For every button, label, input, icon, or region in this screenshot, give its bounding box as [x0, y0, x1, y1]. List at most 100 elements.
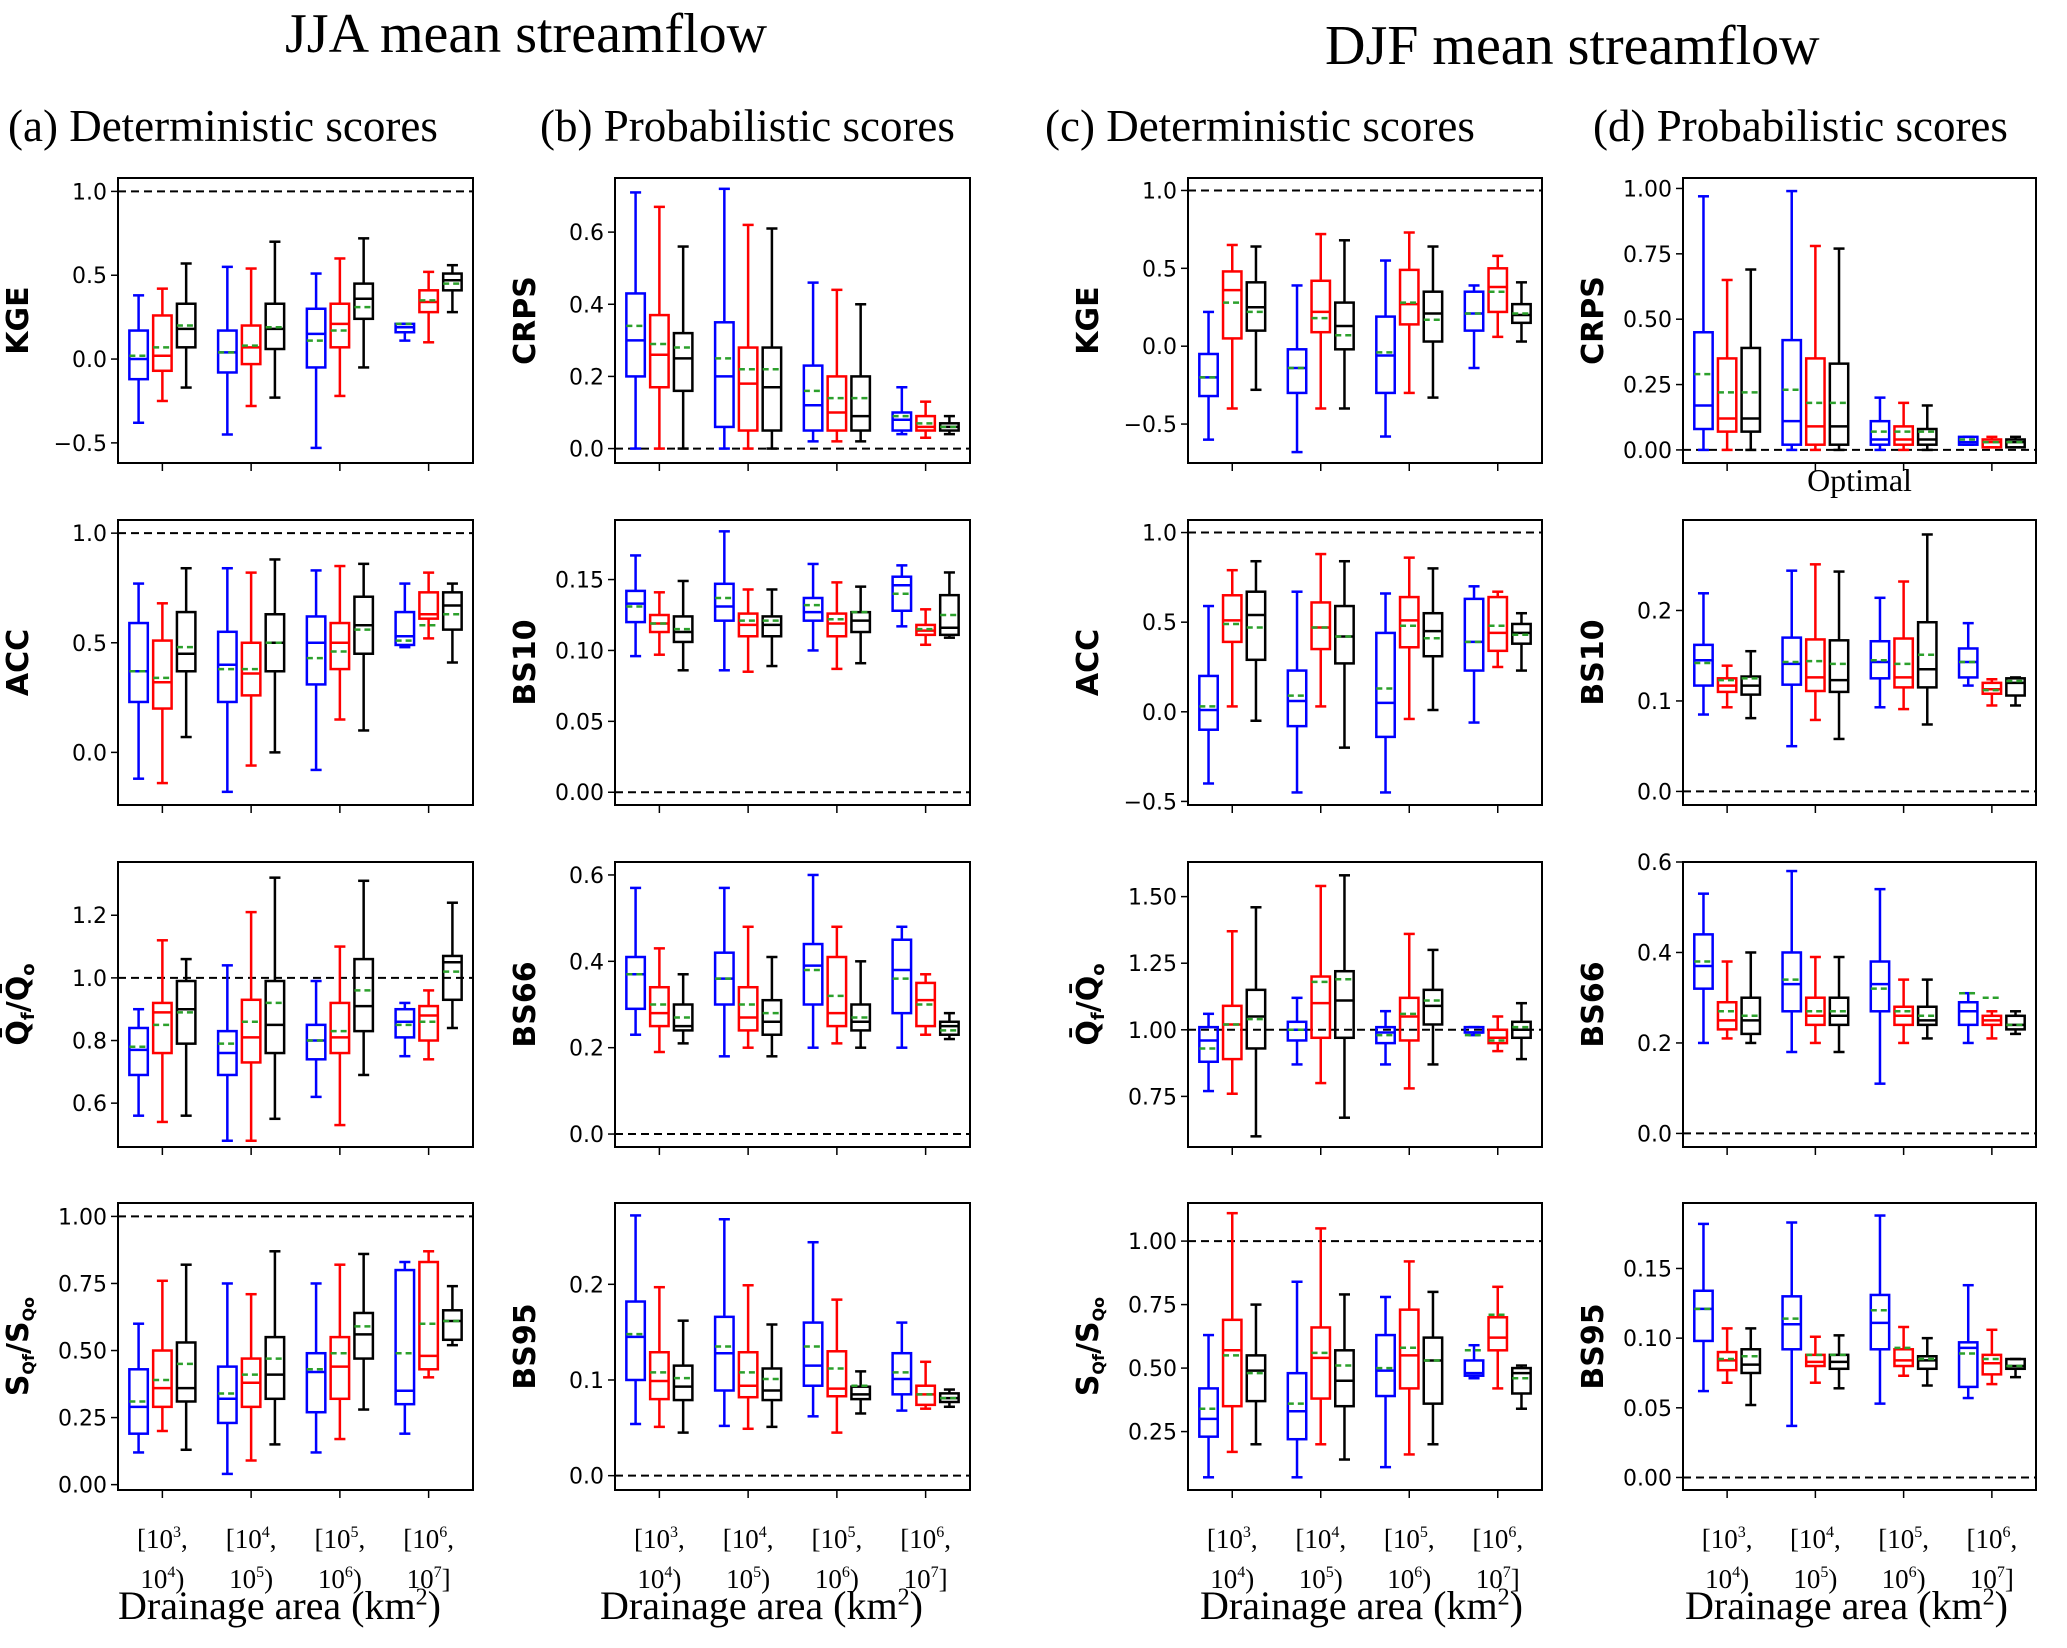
b-bs95-xtick-label: 106) [815, 1564, 859, 1594]
c-sratio-ytick-label: 1.00 [1128, 1230, 1177, 1255]
d-crps-box-blue-2 [1781, 338, 1803, 446]
b-bs95-frame [614, 1202, 971, 1491]
b-bs66-box-blue-1 [625, 955, 647, 1011]
c-acc-box-red-2 [1310, 601, 1332, 651]
c-sratio-box-blue-4 [1463, 1359, 1485, 1377]
d-crps-frame [1682, 177, 2037, 464]
c-qratio-box-red-3 [1398, 996, 1420, 1042]
a-qratio-box-blue-1 [128, 1026, 150, 1077]
c-kge-box-black-3 [1422, 290, 1444, 343]
d-crps-ytick-label: 0.50 [1623, 308, 1672, 333]
b-bs66-box-blue-3 [802, 942, 824, 1006]
xlabel-col-d: Drainage area (km2) [1685, 1583, 2008, 1628]
d-bs66-ytick-label: 0.0 [1637, 1122, 1672, 1147]
b-bs95-xtick-label: 104) [637, 1564, 681, 1594]
c-kge-ytick-label: 1.0 [1142, 179, 1177, 204]
c-sratio-xtick-label: [104, [1295, 1524, 1346, 1554]
d-bs95-ylabel: BS95 [1576, 1303, 1611, 1389]
c-sratio-xtick-label: [105, [1384, 1524, 1435, 1554]
a-sratio-box-blue-3 [305, 1351, 327, 1414]
c-acc-box-black-2 [1334, 604, 1355, 665]
d-crps-ytick-label: 0.25 [1623, 374, 1672, 399]
a-acc-ylabel: ACC [1, 629, 36, 696]
b-bs66-ytick-label: 0.4 [569, 950, 604, 975]
a-acc-ytick-label: 0.5 [72, 632, 107, 657]
b-bs66-ytick-label: 0.0 [569, 1123, 604, 1148]
c-sratio-xtick-label: 106) [1387, 1564, 1431, 1594]
d-bs95-xtick-label: [105, [1878, 1524, 1929, 1554]
c-acc-box-blue-2 [1286, 669, 1308, 728]
a-kge-box-red-1 [151, 314, 173, 373]
b-crps-box-black-1 [672, 331, 694, 393]
a-acc-box-blue-3 [305, 615, 327, 686]
b-bs66-box-red-1 [648, 985, 670, 1028]
a-sratio-xtick-label: [106, [403, 1524, 454, 1554]
b-bs10-ytick-label: 0.10 [555, 639, 604, 664]
d-crps-box-blue-1 [1693, 331, 1714, 431]
d-bs95-xtick-label: 106) [1882, 1564, 1926, 1594]
c-kge-box-red-4 [1487, 267, 1509, 314]
d-bs95-frame [1682, 1202, 2037, 1491]
d-bs95-box-black-1 [1740, 1348, 1762, 1375]
c-qratio-ylabel: Q̄f/Q̄o [1070, 963, 1109, 1045]
c-kge-ytick-label: 0.5 [1142, 257, 1177, 282]
c-sratio-xtick-label: [103, [1207, 1524, 1258, 1554]
a-acc-box-blue-2 [216, 630, 238, 704]
c-sratio-box-red-4 [1487, 1316, 1509, 1352]
a-acc-box-black-1 [175, 610, 197, 673]
d-crps-ylabel: CRPS [1576, 276, 1611, 365]
d-bs66-ytick-label: 0.2 [1637, 1032, 1672, 1057]
c-qratio-box-blue-2 [1286, 1020, 1308, 1042]
c-sratio-xtick-label: 105) [1299, 1564, 1343, 1594]
d-bs10-box-black-4 [2005, 677, 2026, 697]
c-acc-box-red-4 [1487, 595, 1509, 653]
b-bs66-ylabel: BS66 [508, 961, 543, 1047]
d-bs95-ytick-label: 0.00 [1623, 1466, 1672, 1491]
a-qratio-box-blue-3 [305, 1023, 327, 1061]
subtitle-c: (c) Deterministic scores [1045, 101, 1475, 151]
c-sratio-box-black-1 [1245, 1354, 1267, 1403]
c-qratio-ytick-label: 0.75 [1128, 1085, 1177, 1110]
c-qratio-box-red-2 [1310, 975, 1332, 1040]
d-bs66-ytick-label: 0.4 [1637, 941, 1672, 966]
title-djf: DJF mean streamflow [1325, 15, 1820, 77]
b-bs10-ytick-label: 0.00 [555, 781, 604, 806]
c-acc-frame [1187, 519, 1543, 806]
a-qratio-frame [117, 861, 474, 1148]
d-bs66-ytick-label: 0.6 [1637, 851, 1672, 876]
c-kge-box-red-3 [1398, 268, 1420, 326]
c-qratio-ytick-label: 1.00 [1128, 1019, 1177, 1044]
a-acc-ytick-label: 1.0 [72, 522, 107, 547]
a-qratio-ytick-label: 0.6 [72, 1092, 107, 1117]
d-crps-box-black-2 [1828, 362, 1850, 446]
c-sratio-box-black-2 [1334, 1349, 1355, 1408]
c-qratio-box-blue-1 [1198, 1025, 1219, 1064]
c-kge-frame [1187, 177, 1543, 464]
b-bs66-box-red-2 [737, 985, 759, 1032]
c-acc-ytick-label: 0.0 [1142, 701, 1177, 726]
d-crps-ytick-label: 0.75 [1623, 243, 1672, 268]
d-bs66-box-blue-2 [1781, 951, 1803, 1013]
c-kge-box-blue-1 [1198, 352, 1219, 398]
c-sratio-box-blue-2 [1286, 1371, 1308, 1441]
b-bs66-box-black-4 [938, 1020, 960, 1036]
a-acc-box-blue-1 [128, 621, 150, 704]
d-bs66-frame [1682, 861, 2037, 1148]
d-crps-box-red-3 [1893, 425, 1915, 446]
d-bs66-box-black-4 [2005, 1014, 2026, 1031]
c-acc-ytick-label: 0.5 [1142, 611, 1177, 636]
c-sratio-box-blue-1 [1198, 1387, 1219, 1438]
a-sratio-xtick-label: 104) [140, 1564, 184, 1594]
a-sratio-box-black-3 [353, 1311, 375, 1360]
c-qratio-box-red-1 [1221, 1004, 1243, 1061]
a-acc-box-red-1 [151, 639, 173, 710]
d-bs95-ytick-label: 0.15 [1623, 1257, 1672, 1282]
a-kge-ytick-label: 0.5 [72, 264, 107, 289]
b-bs66-ytick-label: 0.2 [569, 1037, 604, 1062]
a-sratio-box-black-1 [175, 1341, 197, 1403]
d-bs10-frame [1682, 519, 2037, 806]
c-qratio-ytick-label: 1.50 [1128, 886, 1177, 911]
b-bs95-ytick-label: 0.1 [569, 1369, 604, 1394]
d-crps-box-blue-3 [1869, 419, 1891, 446]
